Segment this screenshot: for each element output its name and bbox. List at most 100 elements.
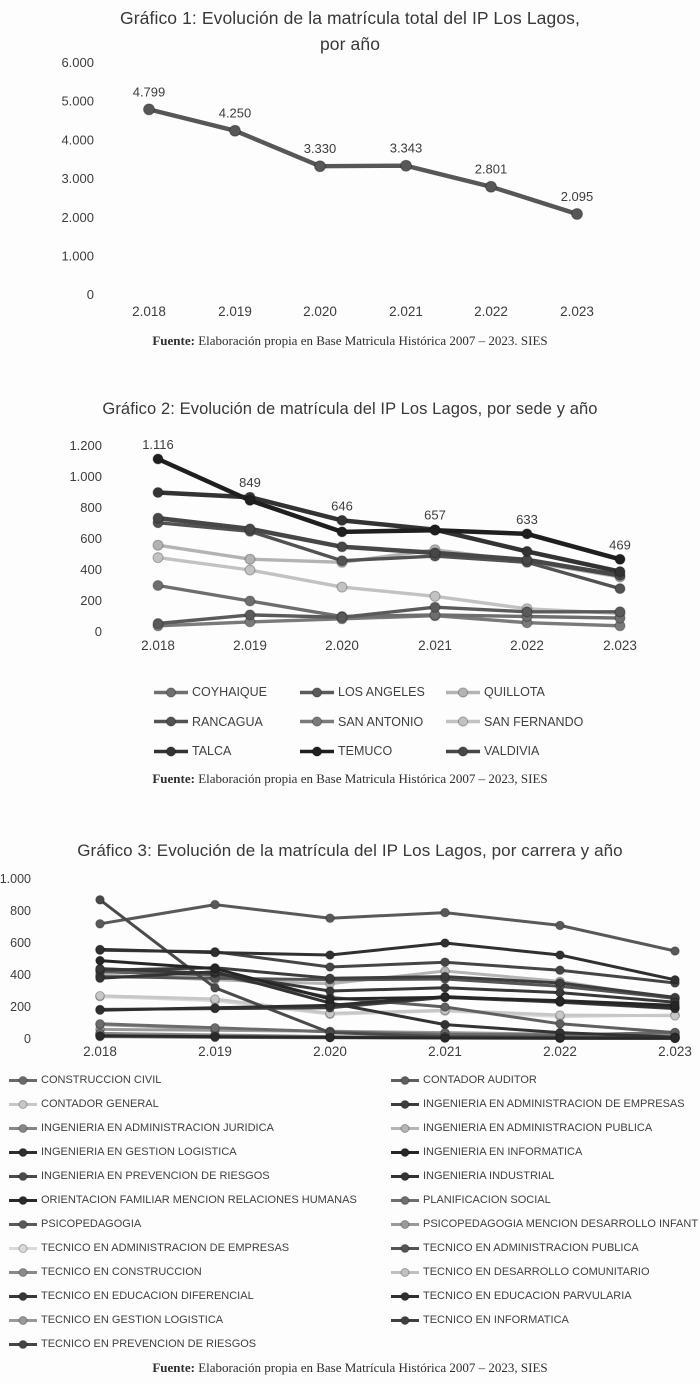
- series-line: [156, 520, 622, 591]
- chart1-title-line2: por año: [319, 34, 381, 55]
- series-point-marker: [152, 512, 164, 524]
- series-point-marker: [440, 992, 450, 1003]
- series-point-marker: [244, 494, 256, 506]
- series-point-marker: [555, 1033, 565, 1043]
- chart2-legend: COYHAIQUE LOS ANGELES QUILLOTA RANCAGUA SAN …: [153, 682, 645, 761]
- series-point-marker: [244, 523, 256, 535]
- series-marker-icon: [391, 1195, 419, 1205]
- legend-label: PLANIFICACION SOCIAL: [423, 1194, 551, 1207]
- chart3-source-text: Elaboración propia en Base Matrícula His…: [198, 1360, 548, 1375]
- series-point-marker: [210, 1023, 220, 1033]
- data-label: 3.343: [390, 141, 423, 156]
- series-point-marker: [244, 564, 256, 576]
- series-point-marker: [210, 994, 220, 1004]
- x-axis-tick-label: 2.020: [325, 638, 359, 653]
- x-axis-tick-label: 2.019: [198, 1044, 232, 1059]
- chart3-legend: CONSTRUCCION CIVIL CONTADOR AUDITOR CONTAD…: [8, 1070, 700, 1355]
- series-line: [98, 903, 677, 953]
- data-label: 469: [609, 537, 631, 552]
- series-point-marker: [614, 566, 626, 578]
- series-point-marker: [95, 1019, 105, 1029]
- chart2-block: Gráfico 2: Evolución de matrícula del IP…: [0, 388, 700, 802]
- series-marker-icon: [9, 1315, 37, 1325]
- y-axis-tick-label: 1.000: [0, 872, 31, 886]
- legend-label: CONSTRUCCION CIVIL: [41, 1074, 162, 1087]
- legend-item-temuco: TEMUCO: [299, 741, 445, 761]
- chart1-title: Gráfico 1: Evolución de la matrícula tot…: [0, 5, 700, 58]
- legend-label: TECNICO EN ADMINISTRACION DE EMPRESAS: [41, 1242, 290, 1255]
- legend-item-ingenieria-en-prevencion-de-riesgos: INGENIERIA EN PREVENCION DE RIESGOS: [8, 1166, 390, 1187]
- series-point-marker: [555, 965, 565, 975]
- series-marker-icon: [9, 1243, 37, 1253]
- series-point-marker: [95, 919, 105, 929]
- y-axis-tick-label: 0: [95, 624, 102, 639]
- series-point-marker: [210, 1031, 220, 1042]
- series-marker-icon: [9, 1195, 37, 1205]
- legend-item-talca: TALCA: [153, 741, 299, 761]
- series-point-marker: [152, 552, 164, 564]
- series-marker-icon: [300, 716, 334, 727]
- legend-item-san-fernando: SAN FERNANDO: [445, 712, 645, 732]
- series-point-marker: [670, 975, 680, 985]
- series-line: [156, 605, 622, 626]
- y-axis-tick-label: 800: [10, 904, 31, 918]
- y-axis-tick-label: 600: [80, 531, 102, 546]
- series-point-marker: [555, 950, 565, 960]
- series-point-marker: [325, 973, 335, 983]
- x-axis-tick-label: 2.018: [83, 1044, 117, 1059]
- chart3-source: Fuente: Elaboración propia en Base Matrí…: [0, 1360, 700, 1376]
- series-line: [155, 490, 623, 574]
- y-axis-tick-label: 3.000: [61, 171, 94, 186]
- legend-item-psicopedagogia: PSICOPEDAGOGIA: [8, 1214, 390, 1235]
- series-marker-icon: [9, 1219, 37, 1229]
- series-point-marker: [555, 1019, 565, 1029]
- series-point-marker: [229, 124, 241, 137]
- series-point-marker: [325, 994, 335, 1004]
- legend-item-orientacion-familiar-mencion-relaciones-humanas: ORIENTACION FAMILIAR MENCION RELACIONES …: [8, 1190, 390, 1211]
- chart3-title: Gráfico 3: Evolución de la matrícula del…: [77, 841, 623, 860]
- x-axis-tick-label: 2.020: [313, 1044, 347, 1059]
- series-point-marker: [152, 453, 164, 465]
- legend-item-planificacion-social: PLANIFICACION SOCIAL: [390, 1190, 700, 1211]
- y-axis-tick-label: 200: [80, 593, 102, 608]
- series-marker-icon: [446, 745, 480, 757]
- series-point-marker: [95, 973, 105, 983]
- series-line: [156, 583, 622, 620]
- series-marker-icon: [154, 716, 188, 727]
- series-marker-icon: [391, 1075, 419, 1085]
- legend-item-construccion-civil: CONSTRUCCION CIVIL: [8, 1070, 390, 1091]
- x-axis-tick-label: 2.018: [141, 638, 175, 653]
- series-marker-icon: [391, 1147, 419, 1157]
- series-point-marker: [429, 601, 441, 613]
- chart1-source: Fuente: Elaboración propia en Base Matri…: [0, 333, 700, 349]
- legend-label: INGENIERIA EN ADMINISTRACION JURIDICA: [41, 1122, 274, 1135]
- legend-label: INGENIERIA EN INFORMATICA: [423, 1146, 583, 1159]
- series-marker-icon: [391, 1243, 419, 1253]
- legend-label: TECNICO EN EDUCACION DIFERENCIAL: [41, 1290, 254, 1303]
- legend-label: LOS ANGELES: [338, 685, 425, 699]
- legend-label: TEMUCO: [338, 744, 393, 758]
- series-marker-icon: [9, 1267, 37, 1277]
- series-point-marker: [244, 595, 256, 607]
- series-point-marker: [440, 971, 450, 982]
- legend-item-valdivia: VALDIVIA: [445, 741, 645, 761]
- data-label: 2.801: [475, 162, 508, 177]
- series-point-marker: [429, 590, 441, 602]
- legend-item-contador-auditor: CONTADOR AUDITOR: [390, 1070, 700, 1091]
- chart1-block: Gráfico 1: Evolución de la matrícula tot…: [0, 0, 700, 382]
- legend-label: TECNICO EN EDUCACION PARVULARIA: [423, 1290, 632, 1303]
- series-point-marker: [336, 514, 348, 526]
- series-point-marker: [614, 583, 626, 595]
- y-axis-tick-label: 800: [80, 500, 102, 515]
- series-point-marker: [95, 895, 105, 905]
- legend-item-coyhaique: COYHAIQUE: [153, 682, 299, 702]
- data-label: 1.116: [142, 437, 174, 452]
- series-point-marker: [152, 539, 164, 551]
- series-marker-icon: [9, 1171, 37, 1181]
- legend-label: CONTADOR GENERAL: [41, 1098, 159, 1111]
- series-point-marker: [325, 986, 335, 996]
- series-point-marker: [429, 524, 441, 536]
- legend-label: TECNICO EN ADMINISTRACION PUBLICA: [423, 1242, 639, 1255]
- series-marker-icon: [300, 745, 334, 757]
- series-line: [156, 555, 622, 616]
